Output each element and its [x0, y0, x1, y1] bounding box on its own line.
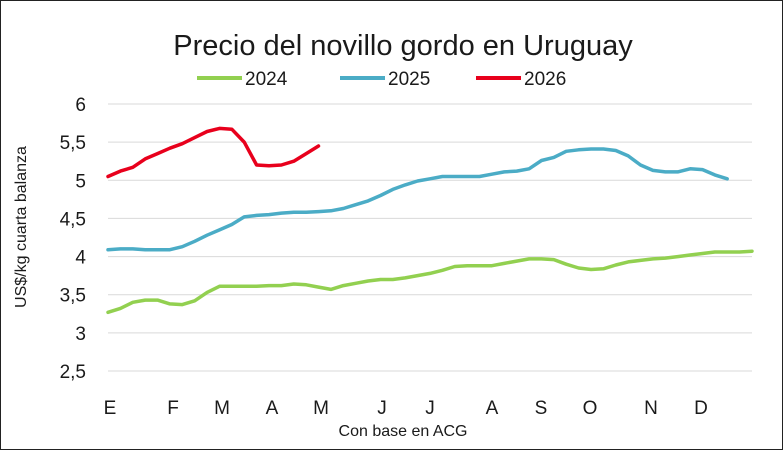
- x-tick-label: F: [167, 398, 179, 419]
- x-tick-label: D: [694, 398, 708, 419]
- legend-label-2025: 2025: [388, 69, 430, 90]
- x-tick-label: A: [486, 398, 499, 419]
- y-axis-ticks: 2,5 3 3,5 4 4,5 5 5,5 6: [60, 95, 87, 383]
- x-tick-label: M: [313, 398, 329, 419]
- x-tick-label: E: [104, 398, 117, 419]
- legend-label-2024: 2024: [245, 69, 288, 90]
- y-tick-label: 3: [75, 324, 86, 345]
- x-axis-label: Con base en ACG: [339, 423, 468, 440]
- series-lines: [106, 126, 754, 315]
- x-tick-label: S: [535, 398, 548, 419]
- y-axis-label: US$/kg cuarta balanza: [13, 146, 30, 308]
- x-tick-label: A: [266, 398, 279, 419]
- y-tick-label: 5,5: [60, 133, 86, 154]
- x-tick-label: J: [377, 398, 387, 419]
- y-tick-label: 2,5: [60, 362, 86, 383]
- y-tick-label: 6: [75, 95, 86, 116]
- chart-title: Precio del novillo gordo en Uruguay: [173, 30, 633, 62]
- y-tick-label: 5: [75, 171, 86, 192]
- x-tick-label: M: [214, 398, 230, 419]
- series-line-2024: [106, 249, 754, 315]
- series-line-2025: [106, 147, 729, 252]
- x-tick-label: J: [425, 398, 435, 419]
- x-tick-label: O: [583, 398, 598, 419]
- y-tick-label: 4,5: [60, 209, 86, 230]
- legend-label-2026: 2026: [524, 69, 566, 90]
- legend: 2024 2025 2026: [197, 69, 566, 90]
- y-tick-label: 4: [75, 248, 86, 269]
- series-line-2026: [106, 126, 321, 179]
- x-tick-label: N: [644, 398, 658, 419]
- y-tick-label: 3,5: [60, 286, 86, 307]
